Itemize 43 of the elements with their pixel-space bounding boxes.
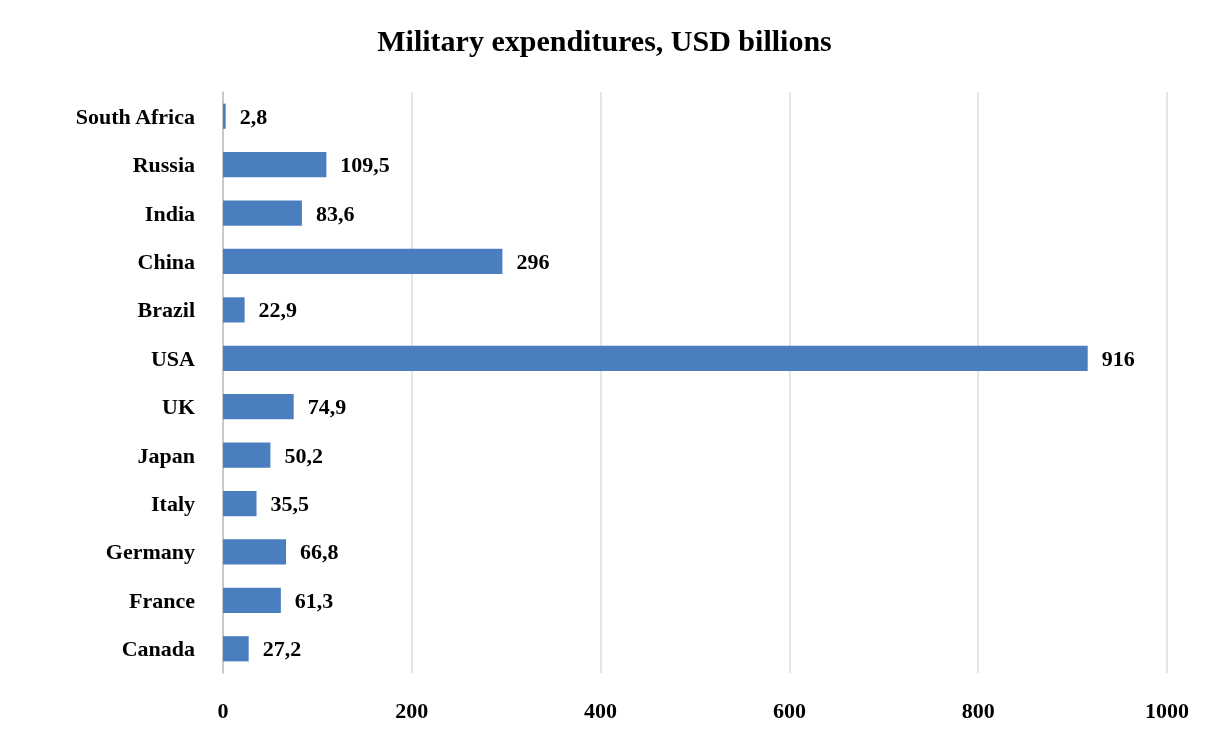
data-label: 109,5 [340,152,390,178]
y-tick-label: USA [150,345,196,371]
bar [223,297,245,323]
y-tick-label: France [129,587,196,613]
x-tick-label: 1000 [1145,697,1189,723]
bar [223,152,327,178]
bar [223,490,257,517]
y-tick-label: South Africa [75,103,195,129]
x-tick-label: 200 [395,697,429,723]
data-label: 61,3 [294,587,334,613]
bar [223,248,503,275]
bar [223,636,249,662]
data-label: 74,9 [307,394,347,420]
data-label: 35,5 [270,491,310,517]
x-tick-label: 600 [772,697,806,723]
data-label: 2,8 [239,103,268,129]
data-label: 50,2 [284,442,323,468]
bar [223,442,271,468]
bar [223,394,294,420]
y-tick-label: Russia [132,152,195,178]
y-tick-label: Italy [151,491,195,517]
data-label: 83,6 [315,200,355,226]
bar [223,103,226,129]
data-label: 22,9 [258,297,298,323]
y-tick-label: Germany [105,539,195,565]
bar [223,587,281,613]
y-tick-label: Canada [121,636,195,662]
x-tick-label: 800 [961,697,995,723]
y-tick-label: UK [162,394,195,420]
x-tick-label: 0 [217,697,229,723]
chart-title: Military expenditures, USD billions [377,23,832,57]
y-tick-label: Japan [137,442,195,468]
x-tick-label: 400 [584,697,618,723]
data-label: 916 [1101,345,1135,371]
bar [223,539,287,565]
y-tick-label: Brazil [137,297,195,323]
bar [223,345,1088,371]
bar [223,200,302,226]
data-label: 296 [516,248,550,274]
y-tick-label: India [144,200,195,226]
data-label: 66,8 [300,539,339,565]
data-label: 27,2 [262,636,302,662]
y-tick-label: China [137,248,195,274]
